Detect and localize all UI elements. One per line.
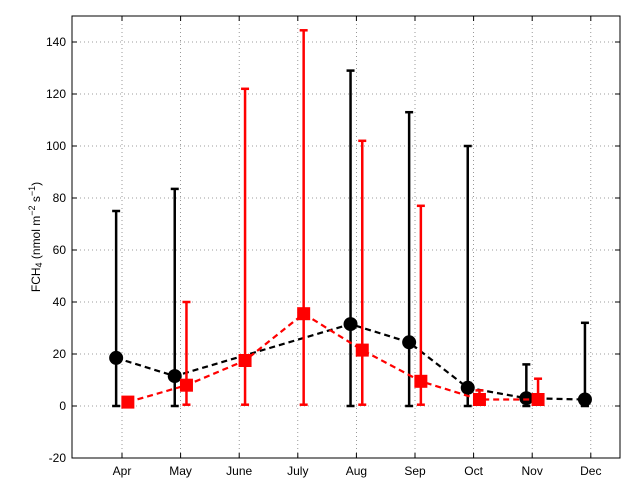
y-tick-label: -20 [49,451,67,465]
y-tick-label: 120 [46,87,66,101]
ylabel-units-mid: s [29,196,43,205]
data-point [297,307,311,321]
x-tick-label: June [226,464,252,478]
x-tick-label: Dec [580,464,601,478]
plot-area [109,29,592,409]
data-point [414,374,428,388]
ylabel-subscript: 4 [34,262,44,267]
data-point [519,391,534,406]
data-point [402,335,417,350]
x-tick-label: Apr [113,464,132,478]
data-point [121,395,135,409]
y-tick-label: 100 [46,139,66,153]
x-tick-label: Nov [522,464,543,478]
ylabel-units-exp1: −2 [27,205,37,215]
data-point [577,392,592,407]
data-point [460,380,475,395]
x-tick-label: Oct [464,464,483,478]
y-tick-label: 0 [59,399,66,413]
grid [72,16,620,459]
y-tick-label: 140 [46,35,66,49]
ylabel-prefix: FCH [29,267,43,292]
series-black-circles [109,69,592,408]
data-point [531,393,545,406]
x-tick-label: Aug [346,464,367,478]
series-red-squares [121,29,545,409]
data-point [179,378,193,392]
data-point [472,393,486,406]
data-point [355,343,369,357]
x-tick-label: May [169,464,192,478]
y-tick-label: 80 [53,191,67,205]
plot-frame [71,15,621,459]
ylabel-units-open: (nmol m [29,216,43,263]
y-tick-label: 20 [53,347,67,361]
series-line [127,312,539,404]
ylabel-units-close: ) [29,182,43,186]
data-point [343,317,358,332]
data-point [238,354,252,367]
x-tick-label: Sep [404,464,426,478]
ylabel-units-exp2: −1 [27,186,37,196]
y-tick-label: 60 [53,243,67,257]
y-axis-label: FCH4 (nmol m−2 s−1) [27,182,44,292]
data-point [109,350,124,365]
y-tick-label: 40 [53,295,67,309]
axes: -20 0 20 40 60 80 100 120 140 Apr May June July Aug Se… [46,16,620,478]
data-point [167,369,182,384]
x-tick-label: July [287,464,308,478]
